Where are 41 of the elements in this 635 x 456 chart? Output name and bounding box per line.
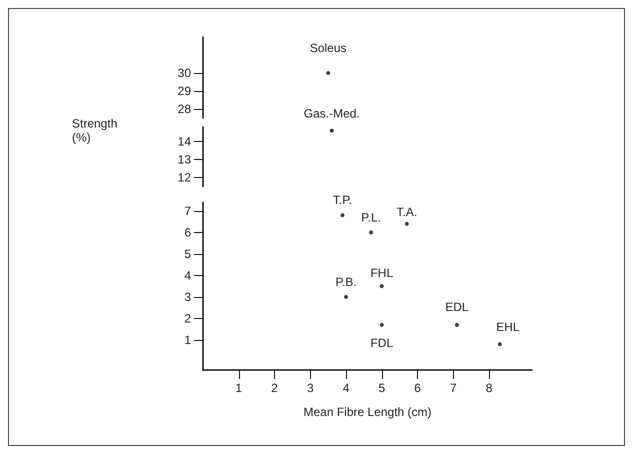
y-tick-label: 12 xyxy=(178,170,192,184)
y-tick-label: 4 xyxy=(184,268,192,282)
y-tick-label: 13 xyxy=(178,152,192,166)
point xyxy=(369,230,374,234)
x-tick-label: 6 xyxy=(414,381,422,395)
y-tick-label: 1 xyxy=(184,332,192,347)
point xyxy=(498,342,502,346)
point xyxy=(454,322,459,327)
annotation: EHL xyxy=(496,320,520,334)
annotation: Gas.-Med. xyxy=(304,106,360,121)
y-tick-label: 7 xyxy=(184,204,192,218)
x-tick-label: 1 xyxy=(235,381,242,395)
point xyxy=(404,222,409,226)
y-tick-label: 2 xyxy=(184,311,192,326)
annotation: EDL xyxy=(445,300,469,314)
y-tick-label: 30 xyxy=(178,66,192,80)
y-tick-label: 28 xyxy=(178,102,192,116)
x-tick-label: 2 xyxy=(271,381,278,395)
point xyxy=(380,284,384,288)
annotation: Soleus xyxy=(310,41,347,55)
y-tick-label: 5 xyxy=(184,246,192,261)
annotation: P.B. xyxy=(335,274,357,289)
x-tick-label: 3 xyxy=(306,381,314,395)
annotation: T.P. xyxy=(332,193,352,208)
y-tick-label: 14 xyxy=(178,134,192,148)
y-axis-title: Strength (%) xyxy=(72,116,121,145)
y-tick-label: 6 xyxy=(184,225,192,240)
y-tick-label: 29 xyxy=(178,84,192,98)
point xyxy=(340,213,344,218)
y-tick-label: 3 xyxy=(184,290,192,304)
x-tick-label: 8 xyxy=(486,381,493,395)
point xyxy=(344,294,348,299)
x-axis-title: Mean Fibre Length (cm) xyxy=(303,405,432,419)
point xyxy=(380,322,384,327)
x-tick-label: 7 xyxy=(450,381,457,395)
annotation: T.A. xyxy=(396,204,418,219)
annotation: P.L. xyxy=(361,210,381,224)
annotation: FDL xyxy=(370,336,394,350)
annotation: FHL xyxy=(370,266,394,280)
x-tick-label: 4 xyxy=(342,381,350,395)
x-tick-label: 5 xyxy=(378,381,386,395)
